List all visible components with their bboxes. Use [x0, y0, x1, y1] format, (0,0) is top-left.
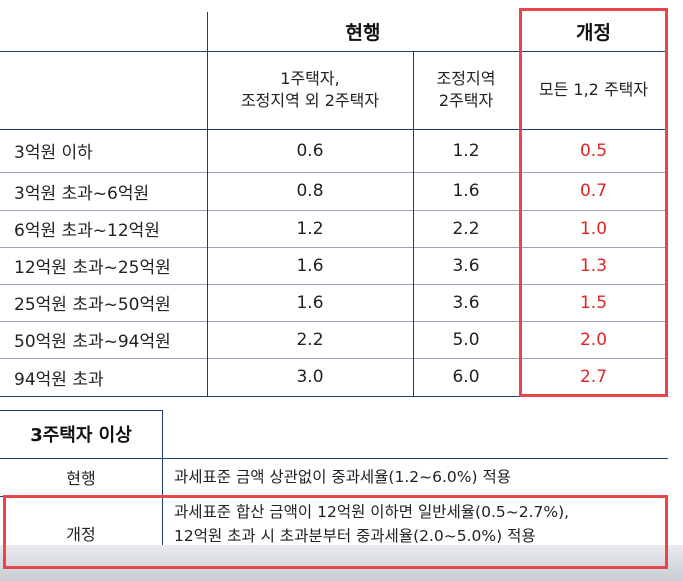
column-header-1-line2: 조정지역 외 2주택자 — [240, 91, 380, 110]
column-divider — [162, 410, 163, 458]
column-divider — [207, 12, 208, 396]
row-label: 25억원 초과~50억원 — [14, 295, 171, 315]
table-divider — [0, 284, 668, 285]
revised-rate-cell: 2.0 — [579, 329, 608, 350]
rate-cell: 6.0 — [452, 367, 480, 387]
revised-description-line2: 12억원 초과 시 초과분부터 중과세율(2.0~5.0%) 적용 — [174, 527, 536, 545]
table-divider — [0, 458, 668, 459]
background-photo-strip — [0, 545, 683, 581]
row-label: 6억원 초과~12억원 — [14, 221, 160, 241]
rate-cell: 3.6 — [452, 255, 480, 276]
rate-cell: 1.6 — [296, 255, 324, 276]
table-divider — [0, 129, 668, 130]
rate-cell: 2.2 — [296, 329, 324, 350]
column-divider — [413, 51, 414, 396]
table-divider — [0, 358, 668, 359]
rate-cell: 1.6 — [296, 292, 324, 313]
revised-row-highlight — [3, 495, 668, 569]
rate-cell: 0.6 — [296, 140, 324, 161]
revised-rate-cell: 0.7 — [579, 181, 608, 201]
table-divider — [0, 51, 668, 52]
rate-cell: 1.2 — [452, 140, 480, 161]
rate-cell: 2.2 — [452, 218, 480, 239]
row-label: 12억원 초과~25억원 — [14, 258, 171, 278]
row-label: 3억원 이하 — [14, 143, 93, 163]
table-divider — [0, 410, 162, 411]
column-header-2-line1: 조정지역 — [436, 69, 496, 88]
revised-rate-cell: 2.7 — [579, 367, 608, 387]
revised-rate-cell: 1.0 — [579, 218, 608, 239]
rate-cell: 3.6 — [452, 292, 480, 313]
revised-label: 개정 — [66, 525, 96, 544]
column-divider — [162, 458, 163, 545]
header-current: 현행 — [345, 22, 381, 44]
table-divider — [0, 247, 668, 248]
rate-cell: 3.0 — [296, 367, 324, 387]
revised-rate-cell: 0.5 — [579, 140, 608, 161]
rate-cell: 1.2 — [296, 218, 324, 239]
header-revised: 개정 — [576, 22, 611, 44]
revised-rate-cell: 1.5 — [579, 292, 608, 313]
current-label: 현행 — [66, 469, 96, 488]
table-divider — [0, 321, 668, 322]
revised-column-highlight — [519, 8, 668, 397]
column-header-3: 모든 1,2 주택자 — [538, 80, 649, 99]
column-header-2-line2: 2주택자 — [438, 91, 494, 110]
current-description: 과세표준 금액 상관없이 중과세율(1.2~6.0%) 적용 — [174, 468, 511, 486]
column-header-1-line1: 1주택자, — [280, 69, 340, 88]
table-divider — [0, 172, 668, 173]
row-label: 50억원 초과~94억원 — [14, 332, 171, 352]
table-divider — [0, 210, 668, 211]
table-divider — [0, 396, 668, 397]
section-title: 3주택자 이상 — [30, 425, 132, 446]
rate-cell: 0.8 — [296, 181, 324, 201]
column-header-2: 조정지역 2주택자 — [413, 51, 519, 129]
row-label: 94억원 초과 — [14, 369, 104, 390]
column-header-1: 1주택자, 조정지역 외 2주택자 — [207, 51, 413, 129]
row-label: 3억원 초과~6억원 — [14, 183, 150, 204]
rate-cell: 1.6 — [452, 181, 480, 201]
revised-description-line1: 과세표준 합산 금액이 12억원 이하면 일반세율(0.5~2.7%), — [174, 503, 570, 521]
revised-rate-cell: 1.3 — [579, 255, 608, 276]
rate-cell: 5.0 — [452, 329, 480, 350]
revised-description: 과세표준 합산 금액이 12억원 이하면 일반세율(0.5~2.7%), 12억… — [162, 500, 668, 566]
